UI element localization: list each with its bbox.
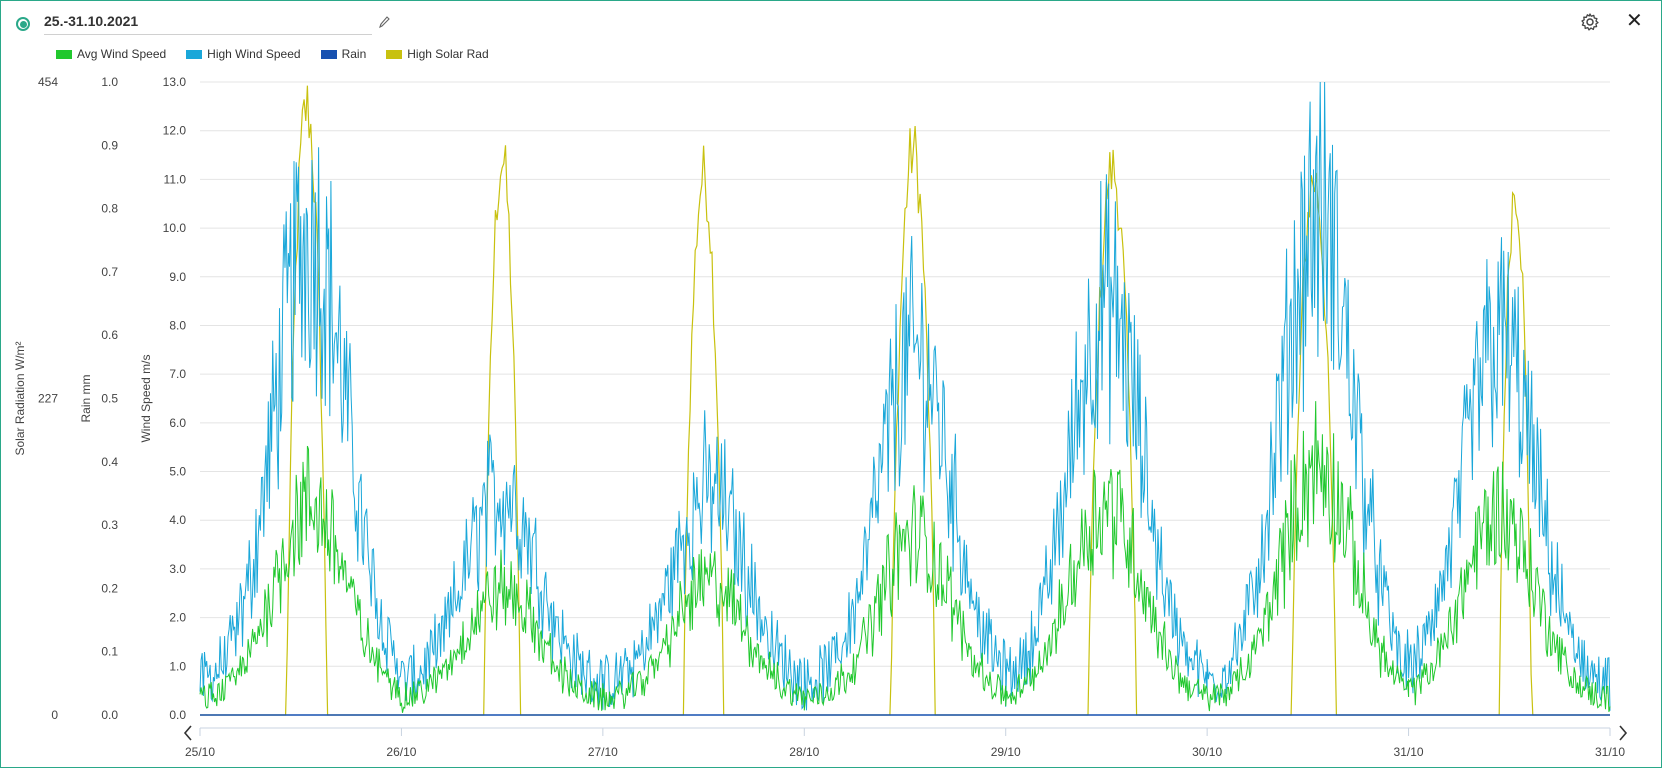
wind-axis-title: Wind Speed m/s	[139, 354, 153, 442]
legend-label: Avg Wind Speed	[77, 47, 167, 61]
nav-arrows	[183, 725, 1628, 741]
wind-tick-label: 12.0	[163, 124, 187, 138]
series-high-wind-speed	[199, 81, 1611, 711]
wind-tick-label: 7.0	[169, 367, 186, 381]
wind-tick-label: 9.0	[169, 270, 186, 284]
wind-tick-label: 6.0	[169, 416, 186, 430]
rain-tick-label: 1.0	[101, 75, 118, 89]
solar-tick-label: 454	[38, 75, 58, 89]
series-group	[199, 81, 1611, 716]
x-tick-label: 26/10	[386, 745, 416, 759]
legend-item-rain[interactable]: Rain	[320, 47, 367, 61]
series-avg-wind-speed	[199, 401, 1611, 713]
legend-label: Rain	[341, 47, 367, 61]
rain-tick-label: 0.9	[101, 138, 118, 152]
solar-axis-title: Solar Radiation W/m²	[13, 341, 27, 455]
rain-tick-label: 0.8	[101, 202, 118, 216]
header	[16, 10, 30, 38]
x-tick-label: 30/10	[1192, 745, 1222, 759]
wind-tick-label: 4.0	[169, 513, 186, 527]
legend-item-high-wind[interactable]: High Wind Speed	[186, 47, 301, 61]
legend-swatch	[386, 49, 403, 59]
chevron-right-icon[interactable]	[1619, 725, 1628, 741]
legend-item-solar[interactable]: High Solar Rad	[386, 47, 489, 61]
solar-tick-label: 227	[38, 392, 58, 406]
rain-tick-label: 0.6	[101, 328, 118, 342]
rain-tick-label: 0.7	[101, 265, 118, 279]
date-range-title[interactable]: 25.-31.10.2021	[44, 8, 372, 35]
legend-item-avg-wind[interactable]: Avg Wind Speed	[56, 47, 166, 61]
y-axes: 13.0 12.0 11.0 10.0 9.0 8.0 7.0 6.0 5.0 4.0 3.0 2.0…	[13, 75, 186, 722]
rain-axis-title: Rain mm	[79, 374, 93, 422]
wind-tick-label: 10.0	[163, 221, 187, 235]
close-icon[interactable]: ✕	[1626, 10, 1643, 32]
x-tick-label: 27/10	[588, 745, 618, 759]
wind-tick-label: 11.0	[164, 172, 187, 186]
rain-tick-label: 0.3	[101, 518, 118, 532]
gear-icon[interactable]	[1580, 12, 1600, 32]
x-axis: 25/10 26/10 27/10 28/10 29/10 30/10 31/10 31/10	[185, 727, 1625, 759]
wind-tick-label: 0.0	[169, 708, 186, 722]
rain-tick-label: 0.2	[101, 581, 118, 595]
rain-tick-label: 0.1	[101, 645, 118, 659]
legend-swatch	[56, 49, 72, 59]
legend-swatch	[320, 49, 337, 59]
wind-tick-label: 13.0	[163, 75, 187, 89]
wind-tick-label: 5.0	[169, 465, 186, 479]
rain-tick-label: 0.5	[101, 392, 118, 406]
x-tick-label: 28/10	[789, 745, 819, 759]
rain-tick-label: 0.4	[101, 455, 118, 469]
radio-selected-icon[interactable]	[16, 17, 30, 31]
solar-tick-label: 0	[51, 708, 58, 722]
legend-label: High Solar Rad	[407, 47, 489, 61]
rain-tick-label: 0.0	[101, 708, 118, 722]
legend-swatch	[186, 49, 203, 59]
x-tick-label: 29/10	[991, 745, 1021, 759]
chevron-left-icon[interactable]	[183, 725, 192, 741]
pencil-icon[interactable]	[378, 15, 390, 29]
x-tick-label: 31/10	[1394, 745, 1424, 759]
legend-label: High Wind Speed	[207, 47, 301, 61]
wind-tick-label: 2.0	[169, 611, 186, 625]
legend: Avg Wind Speed High Wind Speed Rain High…	[56, 47, 489, 61]
x-tick-label: 31/10	[1595, 745, 1625, 759]
wind-tick-label: 3.0	[169, 562, 186, 576]
radio-dot	[19, 20, 27, 28]
x-tick-label: 25/10	[185, 745, 215, 759]
wind-tick-label: 1.0	[169, 659, 186, 673]
wind-tick-label: 8.0	[169, 318, 186, 332]
